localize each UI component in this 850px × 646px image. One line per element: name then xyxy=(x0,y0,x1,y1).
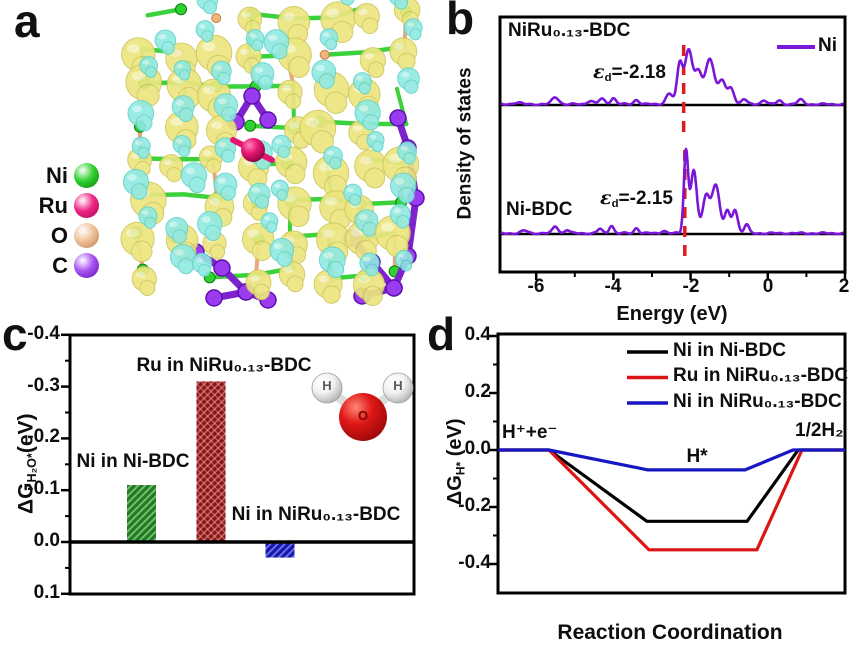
fe-ytick--0.2: -0.2 xyxy=(458,495,491,516)
bar-label-ni-nibdc: Ni in Ni-BDC xyxy=(76,451,190,472)
epsilon-symbol: ε xyxy=(593,61,605,83)
fe-curve-2 xyxy=(498,448,845,472)
fe-yaxis-label: ΔGH* (eV) xyxy=(444,302,468,622)
water-o-label: O xyxy=(357,408,369,423)
bar-1 xyxy=(196,381,226,542)
molecular-structure-art xyxy=(120,0,425,309)
fe-stage-proton: H⁺+e⁻ xyxy=(502,422,558,443)
dos-xtick--4: -4 xyxy=(604,276,622,297)
fe-ytick-0.0: 0.0 xyxy=(464,438,491,459)
dos-bottom-dband-text: εd=-2.15 xyxy=(600,188,673,211)
ev-unit: (eV) xyxy=(444,418,467,462)
bar-ytick--0.3: -0.3 xyxy=(27,375,60,396)
legend-item-ru: Ru xyxy=(16,192,126,222)
water-h-label-right: H xyxy=(393,378,403,393)
fe-ytick-0.2: 0.2 xyxy=(464,381,491,402)
dos-curve-niru-bdc xyxy=(500,48,844,107)
epsilon-subscript: d xyxy=(604,72,612,85)
bar-0 xyxy=(127,485,156,542)
ru-dopant-atom xyxy=(241,138,265,162)
legend-label-o: O xyxy=(50,223,68,248)
ni-atom-icon xyxy=(74,163,99,188)
c-atom-icon xyxy=(74,253,99,278)
water-h-atom xyxy=(311,372,343,404)
bar-ytick--0.1: -0.1 xyxy=(27,478,60,499)
water-o-atom xyxy=(339,393,387,441)
water-molecule-inset xyxy=(311,372,414,441)
bar-ytick-0.1: 0.1 xyxy=(33,582,60,603)
dos-top-title: NiRu₀.₁₃-BDC xyxy=(508,20,631,41)
panel-label-a: a xyxy=(14,0,40,47)
fe-legend-ni-nibdc: Ni in Ni-BDC xyxy=(673,340,786,361)
dos-xtick-2: 2 xyxy=(838,276,850,297)
bar-ytick-0.0: 0.0 xyxy=(33,530,60,551)
ru-atom-icon xyxy=(74,193,99,218)
dos-xaxis-label: Energy (eV) xyxy=(616,303,728,325)
dos-xtick-0: 0 xyxy=(762,276,774,297)
h2o-star-subscript: H₂O* xyxy=(24,453,39,483)
panel-label-c: c xyxy=(2,308,28,360)
water-h-atom xyxy=(382,372,414,404)
bar-ytick--0.2: -0.2 xyxy=(27,426,60,447)
delta-g: ΔG xyxy=(14,482,38,514)
bar-label-ru-nirubdc: Ru in NiRu₀.₁₃-BDC xyxy=(136,355,312,376)
legend-item-ni: Ni xyxy=(16,162,126,192)
fe-ytick-0.4: 0.4 xyxy=(464,324,491,345)
water-h-label-left: H xyxy=(322,378,332,393)
bar-yaxis-label: ΔGH₂O*(eV) xyxy=(14,304,39,624)
legend-label-c: C xyxy=(52,253,68,278)
dos-xtick--2: -2 xyxy=(682,276,700,297)
fe-stage-hstar: H* xyxy=(686,446,708,467)
fe-legend-ru-nirubdc: Ru in NiRu₀.₁₃-BDC xyxy=(673,365,849,386)
delta-g: ΔG xyxy=(444,475,467,506)
dos-legend-label: Ni xyxy=(818,35,837,56)
bar-ytick--0.4: -0.4 xyxy=(27,323,60,344)
dos-yaxis-label: Density of states xyxy=(454,67,476,220)
epsilon-subscript: d xyxy=(611,198,619,211)
legend-label-ni: Ni xyxy=(46,163,68,188)
bar-label-ni-nirubdc: Ni in NiRu₀.₁₃-BDC xyxy=(231,504,401,525)
dos-top-dband-text: εd=-2.18 xyxy=(593,62,666,85)
o-atom-icon xyxy=(74,223,99,248)
dos-bottom-title: Ni-BDC xyxy=(506,199,573,220)
h-star-subscript: H* xyxy=(453,461,468,476)
fe-ytick--0.4: -0.4 xyxy=(458,552,491,573)
dos-frame xyxy=(498,15,847,274)
legend-label-ru: Ru xyxy=(38,193,68,218)
panel-label-d: d xyxy=(427,308,456,360)
fe-xaxis-label: Reaction Coordination xyxy=(557,621,783,644)
dos-curve-ni-bdc xyxy=(500,147,844,236)
epsilon-value: =-2.15 xyxy=(618,188,673,209)
fe-legend-ni-nirubdc: Ni in NiRu₀.₁₃-BDC xyxy=(673,391,842,412)
panel-label-b: b xyxy=(446,0,475,44)
legend-item-c: C xyxy=(16,252,126,282)
epsilon-symbol: ε xyxy=(600,187,612,209)
ev-unit: (eV) xyxy=(14,413,38,454)
bar-2 xyxy=(265,542,295,558)
legend-item-o: O xyxy=(16,222,126,252)
epsilon-value: =-2.18 xyxy=(611,62,666,83)
dos-xtick--6: -6 xyxy=(527,276,545,297)
fe-stage-half-h2: 1/2H₂ xyxy=(795,420,844,441)
fe-frame xyxy=(496,332,847,595)
